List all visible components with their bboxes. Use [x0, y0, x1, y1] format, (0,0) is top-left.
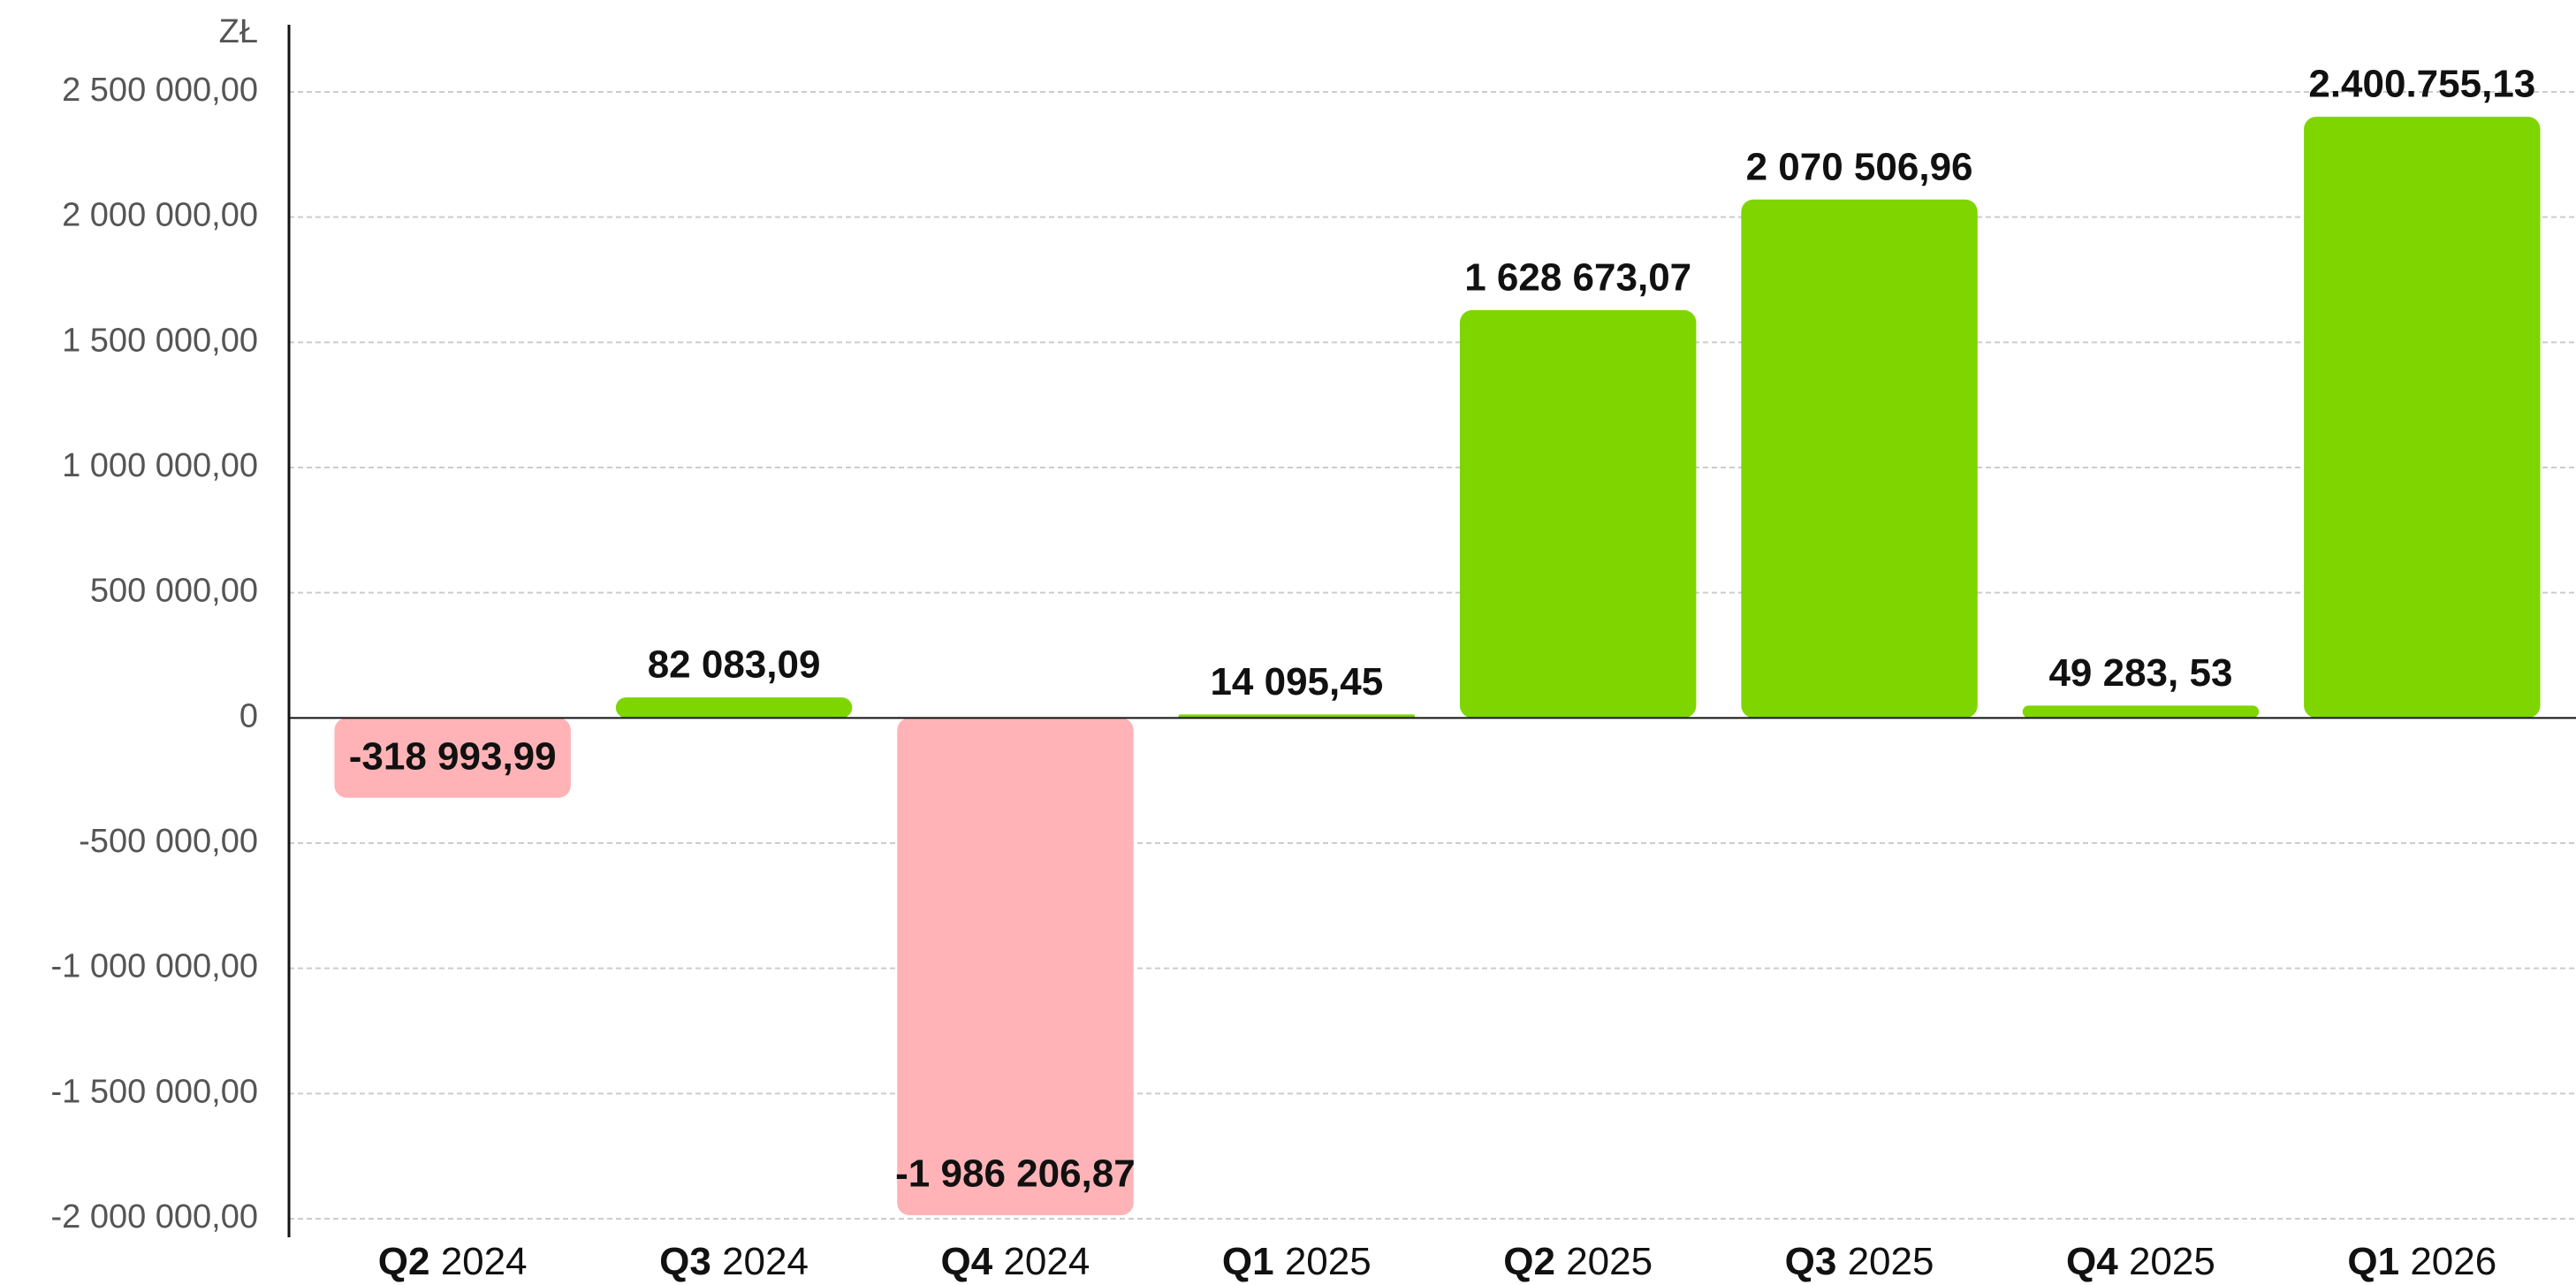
value-label: 2 070 506,96 — [1746, 145, 1973, 188]
y-tick-label: 1 000 000,00 — [62, 447, 258, 484]
bar — [615, 697, 853, 719]
x-tick-label: Q1 2025 — [1222, 1240, 1372, 1283]
x-tick-label: Q3 2024 — [659, 1240, 809, 1283]
value-label: 14 095,45 — [1210, 660, 1383, 703]
value-label: 2.400.755,13 — [2308, 63, 2535, 106]
x-tick-label: Q4 2024 — [941, 1240, 1090, 1283]
value-label: 82 083,09 — [648, 643, 821, 687]
y-tick-label: -1 500 000,00 — [50, 1073, 258, 1110]
y-tick-label: -2 000 000,00 — [50, 1198, 258, 1236]
y-tick-label: 1 500 000,00 — [62, 322, 258, 359]
y-tick-label: 2 500 000,00 — [62, 72, 258, 109]
bar — [2022, 705, 2260, 719]
x-tick-label: Q3 2025 — [1785, 1240, 1934, 1283]
bar — [334, 718, 571, 798]
bar — [897, 718, 1134, 1216]
x-tick-label: Q4 2025 — [2066, 1240, 2215, 1283]
y-tick-label: -1 000 000,00 — [50, 948, 258, 985]
x-tick-label: Q2 2024 — [378, 1240, 528, 1283]
x-tick-label: Q2 2025 — [1503, 1240, 1653, 1283]
value-label: -1 986 206,87 — [895, 1152, 1136, 1196]
value-label: 49 283, 53 — [2048, 651, 2232, 695]
bar — [2304, 117, 2541, 719]
value-label: 1 628 673,07 — [1464, 256, 1691, 300]
y-tick-label: 0 — [239, 697, 258, 734]
unit-label: ZŁ — [219, 13, 258, 50]
x-tick-label: Q1 2026 — [2347, 1240, 2496, 1283]
value-label: -318 993,99 — [349, 734, 557, 778]
bar — [1741, 199, 1978, 719]
bar — [1459, 309, 1697, 719]
y-tick-label: -500 000,00 — [79, 823, 258, 860]
y-tick-label: 500 000,00 — [90, 573, 258, 610]
y-tick-label: 2 000 000,00 — [62, 197, 258, 234]
